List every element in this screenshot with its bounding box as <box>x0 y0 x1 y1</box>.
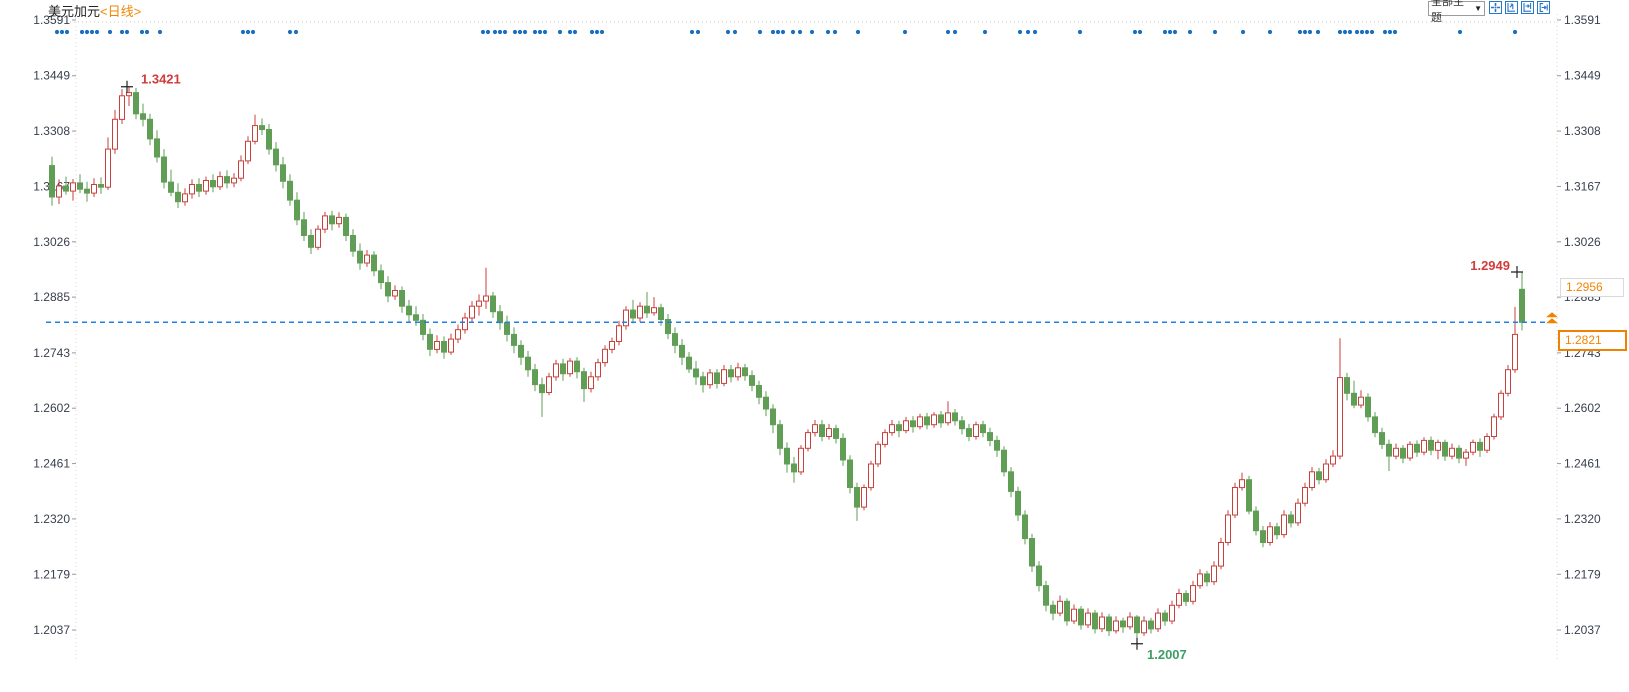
chevron-down-icon: ▼ <box>1474 4 1482 13</box>
svg-text:1.2885: 1.2885 <box>33 290 70 304</box>
svg-text:1.3026: 1.3026 <box>33 235 70 249</box>
svg-text:1.2320: 1.2320 <box>1564 512 1601 526</box>
chart-title: 美元加元<日线> <box>48 4 141 19</box>
symbol-name: 美元加元 <box>48 4 101 19</box>
svg-text:1.2461: 1.2461 <box>33 457 70 471</box>
svg-text:1.2461: 1.2461 <box>1564 457 1601 471</box>
chart-tool-buttons <box>1489 1 1550 14</box>
svg-text:1.3167: 1.3167 <box>1564 179 1601 193</box>
svg-text:1.3308: 1.3308 <box>1564 124 1601 138</box>
crosshair-icon[interactable] <box>1489 1 1502 14</box>
svg-text:1.2743: 1.2743 <box>33 346 70 360</box>
theme-dropdown[interactable]: 全部主题 ▼ <box>1428 0 1485 24</box>
crosshair-glyph <box>1491 3 1500 12</box>
svg-text:1.3591: 1.3591 <box>33 13 70 27</box>
svg-text:1.2949: 1.2949 <box>1470 258 1510 273</box>
svg-text:1.3449: 1.3449 <box>1564 69 1601 83</box>
svg-text:1.2602: 1.2602 <box>1564 401 1601 415</box>
axis-badge-session-high: 1.2956 <box>1560 278 1624 298</box>
svg-text:1.2007: 1.2007 <box>1147 647 1187 662</box>
svg-text:1.3591: 1.3591 <box>1564 13 1601 27</box>
svg-text:1.2037: 1.2037 <box>33 623 70 637</box>
svg-text:1.3421: 1.3421 <box>141 72 181 87</box>
svg-text:1.2179: 1.2179 <box>33 567 70 581</box>
svg-text:1.2179: 1.2179 <box>1564 567 1601 581</box>
page-forward-glyph <box>1539 3 1548 12</box>
period-label: <日线> <box>100 4 142 19</box>
svg-text:1.3026: 1.3026 <box>1564 235 1601 249</box>
theme-dropdown-label: 全部主题 <box>1431 0 1464 24</box>
range-zoom-glyph <box>1507 3 1515 12</box>
chart-toolbar: 全部主题 ▼ <box>1428 0 1550 24</box>
svg-text:1.2320: 1.2320 <box>33 512 70 526</box>
svg-text:1.3449: 1.3449 <box>33 69 70 83</box>
range-zoom-icon[interactable] <box>1505 1 1518 14</box>
svg-text:1.3308: 1.3308 <box>33 124 70 138</box>
last-price-badge: 1.2821 <box>1558 330 1627 352</box>
page-forward-icon[interactable] <box>1537 1 1550 14</box>
svg-text:1.2037: 1.2037 <box>1564 623 1601 637</box>
range-shift-glyph <box>1523 3 1532 12</box>
svg-text:1.2602: 1.2602 <box>33 401 70 415</box>
range-shift-icon[interactable] <box>1521 1 1534 14</box>
